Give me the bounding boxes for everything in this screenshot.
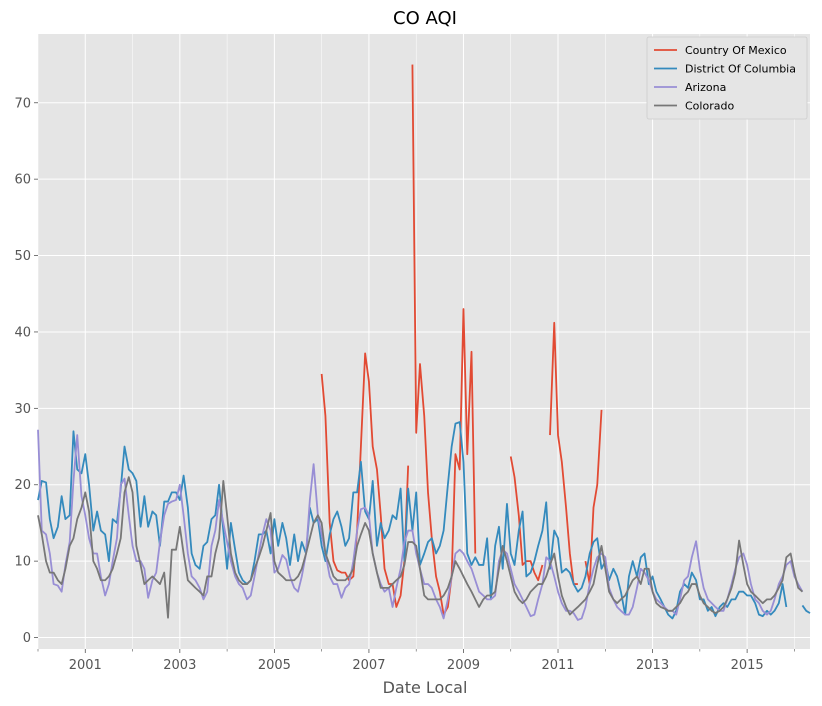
- y-tick-label: 10: [14, 555, 31, 570]
- x-tick-label: 2011: [541, 658, 574, 673]
- y-tick-label: 30: [14, 402, 31, 417]
- x-tick-label: 2009: [447, 658, 480, 673]
- x-tick-label: 2015: [731, 658, 764, 673]
- y-tick-label: 40: [14, 325, 31, 340]
- legend-label-2: Arizona: [685, 81, 726, 94]
- legend-label-0: Country Of Mexico: [685, 44, 787, 57]
- series-line-3: [37, 476, 804, 619]
- x-tick-label: 2003: [163, 658, 196, 673]
- y-axis-ticks: 0 10 20 30 40 50 60 70: [14, 96, 38, 646]
- x-tick-label: 2013: [636, 658, 669, 673]
- y-tick-label: 50: [14, 249, 31, 264]
- grid-lines: [37, 34, 810, 649]
- legend: Country Of Mexico District Of Columbia Ari…: [646, 36, 808, 120]
- legend-label-3: Colorado: [685, 100, 734, 113]
- y-tick-label: 70: [14, 96, 31, 111]
- x-tick-label: 2001: [69, 658, 102, 673]
- series-group: [37, 64, 811, 621]
- y-tick-label: 60: [14, 173, 31, 188]
- x-axis-label: Date Local: [383, 678, 468, 697]
- x-tick-label: 2007: [352, 658, 385, 673]
- legend-label-1: District Of Columbia: [685, 63, 796, 76]
- legend-box: [646, 36, 808, 120]
- plot-background: [38, 34, 810, 649]
- x-tick-label: 2005: [258, 658, 291, 673]
- chart-title: CO AQI: [393, 8, 457, 29]
- y-tick-label: 0: [23, 631, 31, 646]
- x-axis-ticks: 2001 2003 2005 2007 2009 2011 2013 2015: [37, 649, 795, 673]
- y-tick-label: 20: [14, 478, 31, 493]
